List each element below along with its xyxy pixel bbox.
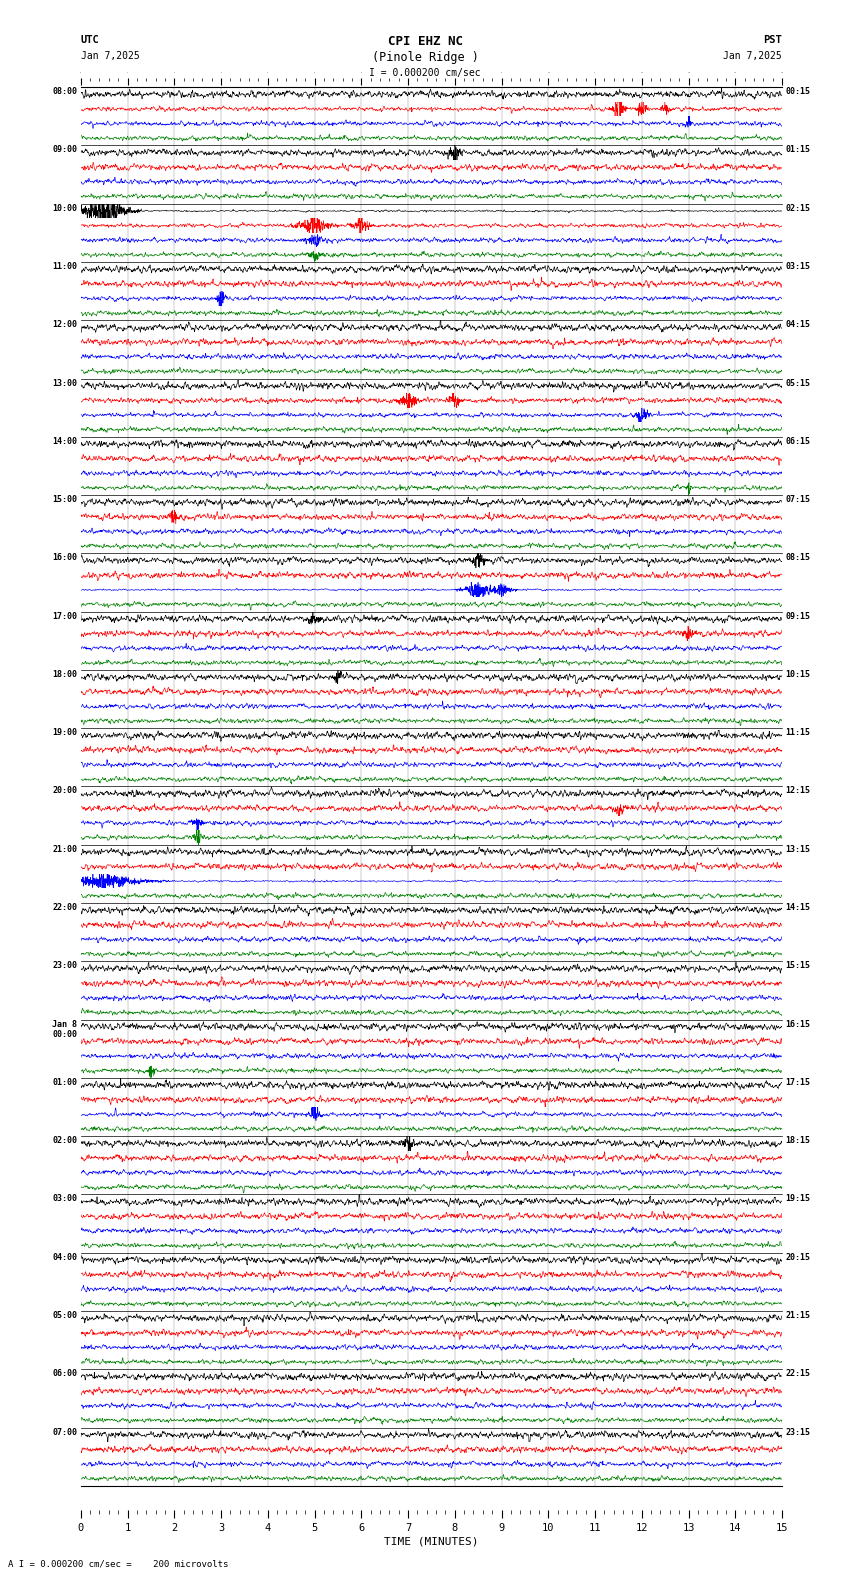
Text: Jan 7,2025: Jan 7,2025 (723, 51, 782, 60)
Text: A I = 0.000200 cm/sec =    200 microvolts: A I = 0.000200 cm/sec = 200 microvolts (8, 1559, 229, 1568)
Text: 04:15: 04:15 (785, 320, 810, 329)
Text: Jan 8
00:00: Jan 8 00:00 (53, 1020, 77, 1039)
Text: 02:00: 02:00 (53, 1136, 77, 1145)
Text: 06:15: 06:15 (785, 437, 810, 445)
Text: 18:00: 18:00 (53, 670, 77, 680)
Text: 08:15: 08:15 (785, 553, 810, 562)
Text: 13:00: 13:00 (53, 379, 77, 388)
Text: 22:00: 22:00 (53, 903, 77, 912)
Text: 19:00: 19:00 (53, 729, 77, 737)
Text: 16:15: 16:15 (785, 1020, 810, 1028)
Text: 04:00: 04:00 (53, 1253, 77, 1262)
Text: (Pinole Ridge ): (Pinole Ridge ) (371, 51, 479, 63)
Text: 11:15: 11:15 (785, 729, 810, 737)
Text: 03:15: 03:15 (785, 261, 810, 271)
Text: 03:00: 03:00 (53, 1194, 77, 1204)
Text: CPI EHZ NC: CPI EHZ NC (388, 35, 462, 48)
Text: 05:00: 05:00 (53, 1312, 77, 1319)
Text: 05:15: 05:15 (785, 379, 810, 388)
Text: 16:00: 16:00 (53, 553, 77, 562)
Text: 19:15: 19:15 (785, 1194, 810, 1204)
Text: I = 0.000200 cm/sec: I = 0.000200 cm/sec (369, 68, 481, 78)
Text: 22:15: 22:15 (785, 1369, 810, 1378)
Text: 20:00: 20:00 (53, 787, 77, 795)
Text: 11:00: 11:00 (53, 261, 77, 271)
Text: 23:00: 23:00 (53, 961, 77, 971)
Text: 15:00: 15:00 (53, 496, 77, 504)
Text: 07:00: 07:00 (53, 1427, 77, 1437)
X-axis label: TIME (MINUTES): TIME (MINUTES) (384, 1536, 479, 1548)
Text: 01:00: 01:00 (53, 1077, 77, 1087)
Text: 20:15: 20:15 (785, 1253, 810, 1262)
Text: 17:00: 17:00 (53, 611, 77, 621)
Text: 07:15: 07:15 (785, 496, 810, 504)
Text: 18:15: 18:15 (785, 1136, 810, 1145)
Text: 13:15: 13:15 (785, 844, 810, 854)
Text: 09:15: 09:15 (785, 611, 810, 621)
Text: 02:15: 02:15 (785, 204, 810, 212)
Text: 23:15: 23:15 (785, 1427, 810, 1437)
Text: PST: PST (763, 35, 782, 44)
Text: 14:00: 14:00 (53, 437, 77, 445)
Text: 21:00: 21:00 (53, 844, 77, 854)
Text: UTC: UTC (81, 35, 99, 44)
Text: 09:00: 09:00 (53, 146, 77, 154)
Text: 06:00: 06:00 (53, 1369, 77, 1378)
Text: 12:15: 12:15 (785, 787, 810, 795)
Text: 14:15: 14:15 (785, 903, 810, 912)
Text: 00:15: 00:15 (785, 87, 810, 97)
Text: Jan 7,2025: Jan 7,2025 (81, 51, 139, 60)
Text: 08:00: 08:00 (53, 87, 77, 97)
Text: 01:15: 01:15 (785, 146, 810, 154)
Text: 10:00: 10:00 (53, 204, 77, 212)
Text: 12:00: 12:00 (53, 320, 77, 329)
Text: 17:15: 17:15 (785, 1077, 810, 1087)
Text: 10:15: 10:15 (785, 670, 810, 680)
Text: 15:15: 15:15 (785, 961, 810, 971)
Text: 21:15: 21:15 (785, 1312, 810, 1319)
